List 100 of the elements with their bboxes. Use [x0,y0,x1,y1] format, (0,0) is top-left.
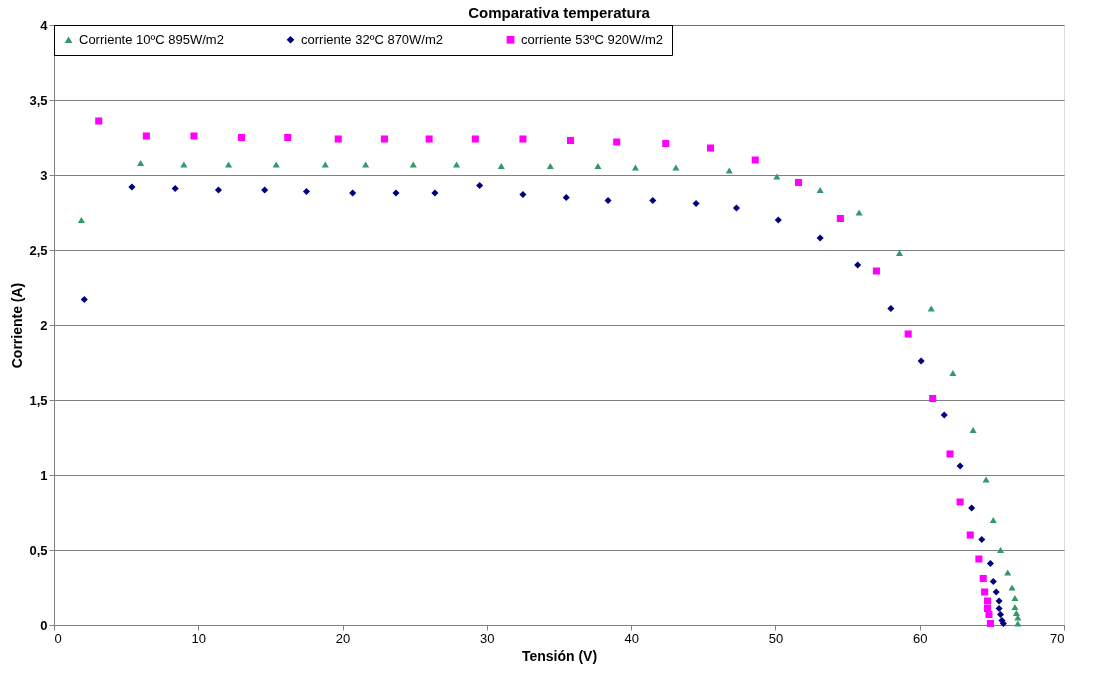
point [996,610,1005,619]
point [940,411,948,419]
point [80,295,88,304]
point [128,183,136,191]
x-tick-label: 40 [624,630,639,646]
point [431,189,439,197]
point [1004,569,1012,576]
point [978,535,986,544]
point [562,193,570,202]
point [992,588,1000,596]
point [917,357,925,365]
point [672,164,680,171]
point [95,117,103,125]
legend-label: Corriente 10ºC 895W/m2 [79,31,224,47]
point [774,216,782,224]
y-tick-label: 4 [40,17,49,33]
x-tick-label: 20 [335,630,351,646]
point [983,597,992,605]
x-tick-label: 50 [768,630,784,646]
point [649,196,657,205]
point [904,330,912,338]
point [238,133,246,142]
y-tick-label: 1 [40,467,48,483]
point [142,132,150,140]
y-tick-label: 1,5 [29,392,48,408]
point [927,305,935,312]
point [956,462,964,470]
x-tick-label: 60 [912,630,928,646]
point [1011,594,1019,602]
point [137,159,145,167]
legend-label: corriente 32ºC 870W/m2 [301,31,444,47]
point [392,189,400,197]
point [1008,584,1016,591]
point [975,555,983,563]
point [380,135,388,143]
point [321,161,329,168]
point [773,173,781,180]
point [986,619,994,628]
point [836,214,844,223]
point [261,186,269,194]
point [969,426,977,434]
point [979,574,987,583]
point [519,190,527,199]
point [284,133,292,142]
y-axis-title: Corriente (A) [9,282,26,369]
x-tick-label: 10 [191,630,207,646]
point [981,588,989,596]
point [471,135,479,143]
point [180,161,188,168]
point [968,504,976,512]
point [425,135,433,143]
point [854,261,862,269]
point [631,164,640,171]
point [989,577,997,586]
x-tick-label: 0 [54,630,62,646]
point [604,196,612,205]
point [171,184,179,193]
point [895,249,904,257]
point [77,216,85,224]
point [567,136,575,145]
point [816,234,824,242]
x-tick-label: 30 [480,630,495,646]
point [956,498,964,506]
chart-title: Comparativa temperatura [468,4,651,21]
point [613,138,621,146]
point [476,181,484,190]
point [794,178,803,187]
point [751,156,759,164]
x-tick-label: 70 [1050,630,1065,646]
point [594,162,602,170]
point [692,199,700,208]
y-tick-label: 0 [40,617,48,633]
point [929,394,937,403]
point [946,450,954,458]
point [995,604,1003,613]
point [706,144,715,152]
point [662,139,670,148]
point [989,516,997,524]
point [1012,609,1020,617]
point [334,135,342,143]
point [302,187,311,196]
x-axis-title: Tensión (V) [521,647,598,664]
point [546,162,554,170]
point [949,369,957,377]
y-tick-label: 0,5 [29,542,48,558]
point [887,304,895,313]
point [214,186,223,194]
y-tick-label: 2,5 [29,242,48,258]
point [816,186,824,194]
point [225,161,233,168]
y-tick-label: 2 [40,317,48,333]
point [855,209,863,216]
point [272,161,280,168]
point [453,161,461,168]
y-tick-label: 3 [40,167,48,183]
point [986,559,994,568]
point [349,189,357,197]
point [732,204,741,212]
point [362,161,370,168]
point [190,132,198,140]
